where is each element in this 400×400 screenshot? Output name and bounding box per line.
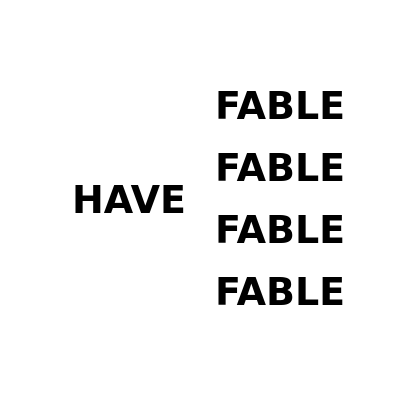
right-word-list: FABLE FABLE FABLE FABLE bbox=[215, 87, 345, 335]
right-word: FABLE bbox=[215, 270, 346, 314]
left-word: HAVE bbox=[72, 178, 186, 222]
right-word: FABLE bbox=[215, 84, 346, 128]
right-word: FABLE bbox=[215, 208, 346, 252]
right-word: FABLE bbox=[215, 146, 346, 190]
